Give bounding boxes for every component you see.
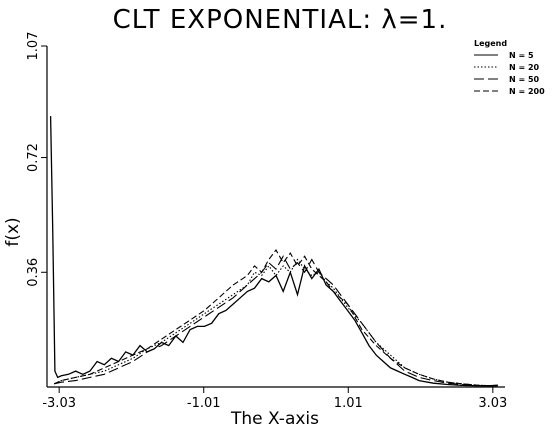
y-tick-label: 1.07 bbox=[26, 32, 41, 61]
x-tick-label: -3.03 bbox=[42, 396, 76, 411]
x-tick-label: 3.03 bbox=[478, 396, 507, 411]
legend-label-2: N = 50 bbox=[509, 75, 540, 84]
x-axis-label: The X-axis bbox=[230, 409, 319, 429]
tick-group: -3.03 -1.01 1.01 3.03 0.36 0.72 1.07 bbox=[26, 32, 507, 411]
legend-label-1: N = 20 bbox=[509, 63, 540, 72]
legend-label-3: N = 200 bbox=[509, 87, 545, 96]
series-line-0 bbox=[49, 116, 498, 387]
series-line-3 bbox=[53, 249, 498, 387]
x-tick-label: 1.01 bbox=[334, 396, 363, 411]
series-line-1 bbox=[53, 258, 498, 387]
series-group bbox=[49, 116, 498, 387]
y-axis-label: f(x) bbox=[3, 217, 23, 246]
y-tick-label: 0.36 bbox=[26, 258, 41, 287]
series-line-2 bbox=[54, 255, 498, 387]
legend-label-0: N = 5 bbox=[509, 51, 534, 60]
chart-title: CLT EXPONENTIAL: λ=1. bbox=[113, 5, 448, 35]
legend: Legend N = 5 N = 20 N = 50 N = 200 bbox=[474, 39, 545, 96]
y-tick-label: 0.72 bbox=[26, 143, 41, 172]
x-tick-label: -1.01 bbox=[187, 396, 221, 411]
legend-title: Legend bbox=[474, 39, 507, 48]
